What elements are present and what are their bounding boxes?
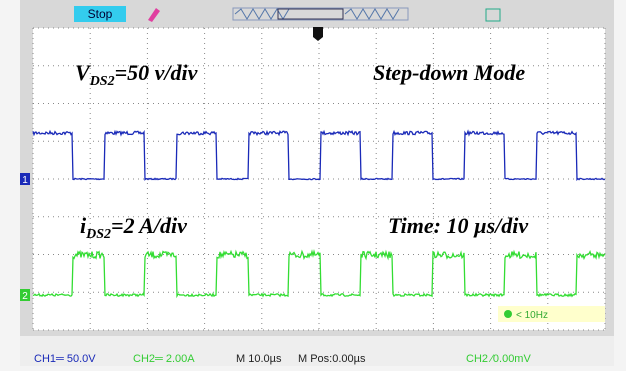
freq-icon: [504, 310, 512, 318]
ch1-scale: CH1═ 50.0V: [34, 353, 96, 365]
time-scale: Time: 10 µs/div: [388, 213, 528, 238]
rest: =2 A/div: [111, 213, 187, 238]
mode-label: Step-down Mode: [373, 60, 525, 85]
oscilloscope-screen: Stop 1 2 VDS2=50 v/div Step-down Mode iD…: [0, 0, 626, 371]
freq-box: [498, 306, 605, 322]
time-base: M 10.0µs: [236, 353, 282, 365]
trigger-level: CH2 ⁄0.00mV: [466, 353, 531, 365]
ch2-scale: CH2═ 2.00A: [133, 353, 195, 365]
rest: =50 v/div: [115, 60, 198, 85]
time-position: M Pos:0.00µs: [298, 353, 366, 365]
subscript: DS2: [89, 74, 115, 89]
subscript: DS2: [85, 227, 111, 242]
freq-readout: < 10Hz: [516, 310, 548, 321]
ch1-marker-label: 1: [22, 175, 28, 186]
ch2-marker-label: 2: [22, 291, 28, 302]
run-status: Stop: [88, 7, 113, 21]
